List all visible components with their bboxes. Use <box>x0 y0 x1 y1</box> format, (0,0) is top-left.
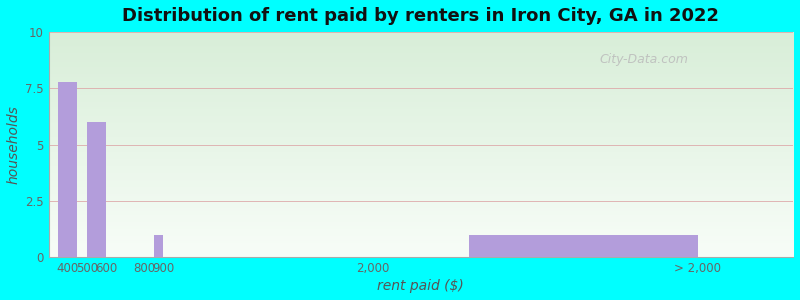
X-axis label: rent paid ($): rent paid ($) <box>378 279 464 293</box>
Text: City-Data.com: City-Data.com <box>600 52 689 66</box>
Bar <box>469 235 698 257</box>
Title: Distribution of rent paid by renters in Iron City, GA in 2022: Distribution of rent paid by renters in … <box>122 7 719 25</box>
Bar <box>58 82 78 257</box>
Y-axis label: households: households <box>7 105 21 184</box>
Bar <box>154 235 163 257</box>
Bar <box>86 122 106 257</box>
